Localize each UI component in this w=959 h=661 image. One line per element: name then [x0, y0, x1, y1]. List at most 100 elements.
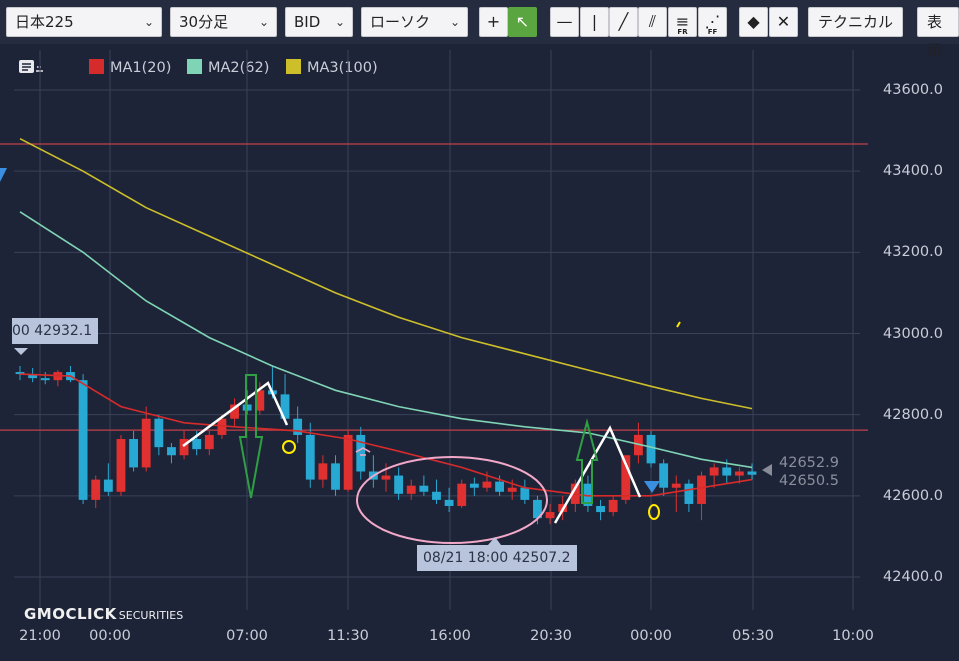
last-price-pointer [762, 464, 772, 476]
brand-name: GMOCLICK [24, 605, 117, 623]
candle-body [457, 483, 467, 506]
candle-body [230, 404, 239, 419]
horizontal-lines [0, 143, 868, 431]
ma-line [19, 211, 753, 469]
symbol-select[interactable]: 日本225 ⌄ [6, 7, 162, 37]
chart-style-value: ローソク [370, 13, 431, 31]
brand-logo: GMOCLICK SECURITIES [24, 605, 183, 623]
ma-line [19, 137, 753, 410]
pointer-tool[interactable]: ↖ [508, 7, 537, 37]
candle-body [533, 499, 542, 519]
candle-body [722, 467, 732, 476]
price-side-select[interactable]: BID ⌄ [285, 7, 353, 37]
ma2-swatch [187, 59, 202, 74]
symbol-value: 日本225 [15, 13, 74, 31]
callout-pointer-low [488, 537, 501, 545]
candle-body [192, 439, 202, 450]
drawn-zigzag-left [182, 381, 289, 448]
vertical-line-tool-icon: | [591, 12, 598, 31]
x-tick-label: 00:00 [630, 628, 672, 644]
legend-item-ma1: MA1(20) [89, 58, 171, 78]
display-button[interactable]: 表示 [917, 7, 959, 59]
legend-label: MA2(62) [208, 60, 270, 76]
green-arrow-down [238, 374, 264, 499]
horizontal-line-tool-icon: — [556, 12, 573, 31]
fibonacci-retracement-tool[interactable]: ≡ FR [668, 7, 697, 37]
chart-style-select[interactable]: ローソク ⌄ [361, 7, 468, 37]
candle-body [596, 505, 605, 513]
channel-tool[interactable]: ⫽ [638, 7, 667, 37]
drawn-zigzag-right [553, 425, 642, 524]
candle-body [432, 491, 441, 500]
chevron-down-icon: ⌄ [449, 15, 460, 29]
x-tick-label: 07:00 [226, 628, 268, 644]
candle-body [91, 479, 101, 500]
ma1-swatch [89, 59, 104, 74]
candle-body [217, 418, 227, 435]
x-tick-label: 21:00 [19, 628, 61, 644]
y-tick-label: 43200.0 [883, 244, 943, 261]
y-tick-label: 42600.0 [883, 487, 943, 504]
candle-body [747, 471, 757, 475]
candle-body [608, 499, 618, 513]
candle-body [141, 418, 151, 468]
candle-body [482, 481, 492, 488]
tool-sub-label: FF [707, 28, 718, 36]
last-price-label-2: 42650.5 [779, 473, 839, 489]
y-tick-label: 42400.0 [883, 569, 943, 585]
pink-arrow-mark [355, 447, 371, 456]
candle-body [697, 475, 706, 504]
erase-all-tool[interactable]: ✕ [769, 7, 798, 37]
eraser-tool[interactable]: ◆ [739, 7, 768, 37]
user-drawings [0, 168, 772, 545]
candle-body [394, 475, 404, 494]
chevron-down-icon: ⌄ [334, 15, 345, 29]
x-tick-label: 20:30 [530, 628, 572, 644]
crosshair-tool-icon: + [486, 12, 501, 31]
tool-sub-label: FR [677, 28, 688, 36]
horizontal-line-tool[interactable]: — [550, 7, 579, 37]
chart-toolbar: 日本225 ⌄ 30分足 ⌄ BID ⌄ ローソク ⌄ + ↖ — | ╱ ⫽ ≡ FR ⋰ FF… [0, 0, 959, 59]
chevron-down-icon: ⌄ [258, 15, 269, 29]
yellow-circle-left [282, 440, 296, 454]
candle-body [293, 418, 303, 435]
legend-item-ma3: MA3(100) [286, 58, 378, 78]
eraser-tool-icon: ◆ [747, 12, 760, 31]
candle-body [331, 463, 340, 490]
green-arrow-up [575, 418, 599, 504]
candle-body [444, 499, 454, 506]
yellow-circle-right [648, 504, 660, 520]
candle-body [621, 455, 631, 500]
candle-body [406, 485, 416, 494]
candle-body [129, 439, 139, 468]
channel-tool-icon: ⫽ [648, 12, 657, 31]
candle-body [633, 434, 643, 456]
candle-body [167, 447, 176, 456]
candle-body [520, 487, 530, 500]
trend-line-tool-icon: ╱ [618, 12, 629, 31]
candle-body [154, 418, 164, 448]
fibonacci-fan-tool[interactable]: ⋰ FF [698, 7, 727, 37]
candle-body [103, 479, 113, 492]
vertical-line-tool[interactable]: | [580, 7, 609, 37]
yellow-tick-mark [676, 321, 681, 328]
blue-marker-left [0, 168, 7, 182]
y-tick-label: 43000.0 [883, 325, 943, 342]
candle-body [356, 434, 366, 472]
crosshair-tool[interactable]: + [479, 7, 508, 37]
candle-body [646, 434, 656, 464]
legend-toggle-icon[interactable] [18, 58, 44, 82]
pink-ellipse [356, 456, 548, 544]
candle-body [179, 439, 189, 456]
timeframe-select[interactable]: 30分足 ⌄ [170, 7, 277, 37]
candle-body [381, 475, 391, 480]
callout-low-price: 08/21 18:00 42507.2 [417, 545, 577, 571]
candle-body [419, 485, 429, 492]
candle-body [318, 463, 328, 480]
x-tick-label: 05:30 [732, 628, 774, 644]
brand-suffix: SECURITIES [118, 609, 184, 622]
technical-button[interactable]: テクニカル [808, 7, 904, 37]
trend-line-tool[interactable]: ╱ [609, 7, 638, 37]
candle-body [671, 483, 681, 488]
